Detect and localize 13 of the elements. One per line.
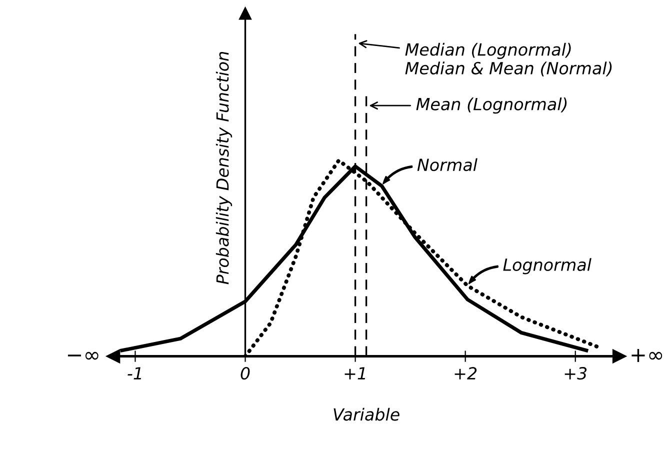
annotation: Normal <box>417 158 478 172</box>
text: +∞ <box>632 348 662 362</box>
x-tick-label: +3 <box>564 367 587 380</box>
x-tick-label: +1 <box>344 367 366 380</box>
ref-line-label: Median (Lognormal) Median & Mean (Normal) <box>405 42 612 76</box>
y-axis-title: Probability Density Function <box>216 52 232 284</box>
annotation: Lognormal <box>503 258 592 274</box>
x-tick-label: 0 <box>240 367 250 380</box>
x-axis-title: Variable <box>334 408 400 421</box>
text: −∞ <box>68 352 98 360</box>
ref-line-label: Mean (Lognormal) <box>416 98 567 114</box>
x-tick-label: -1 <box>128 367 142 380</box>
x-tick-label: +2 <box>454 367 477 380</box>
